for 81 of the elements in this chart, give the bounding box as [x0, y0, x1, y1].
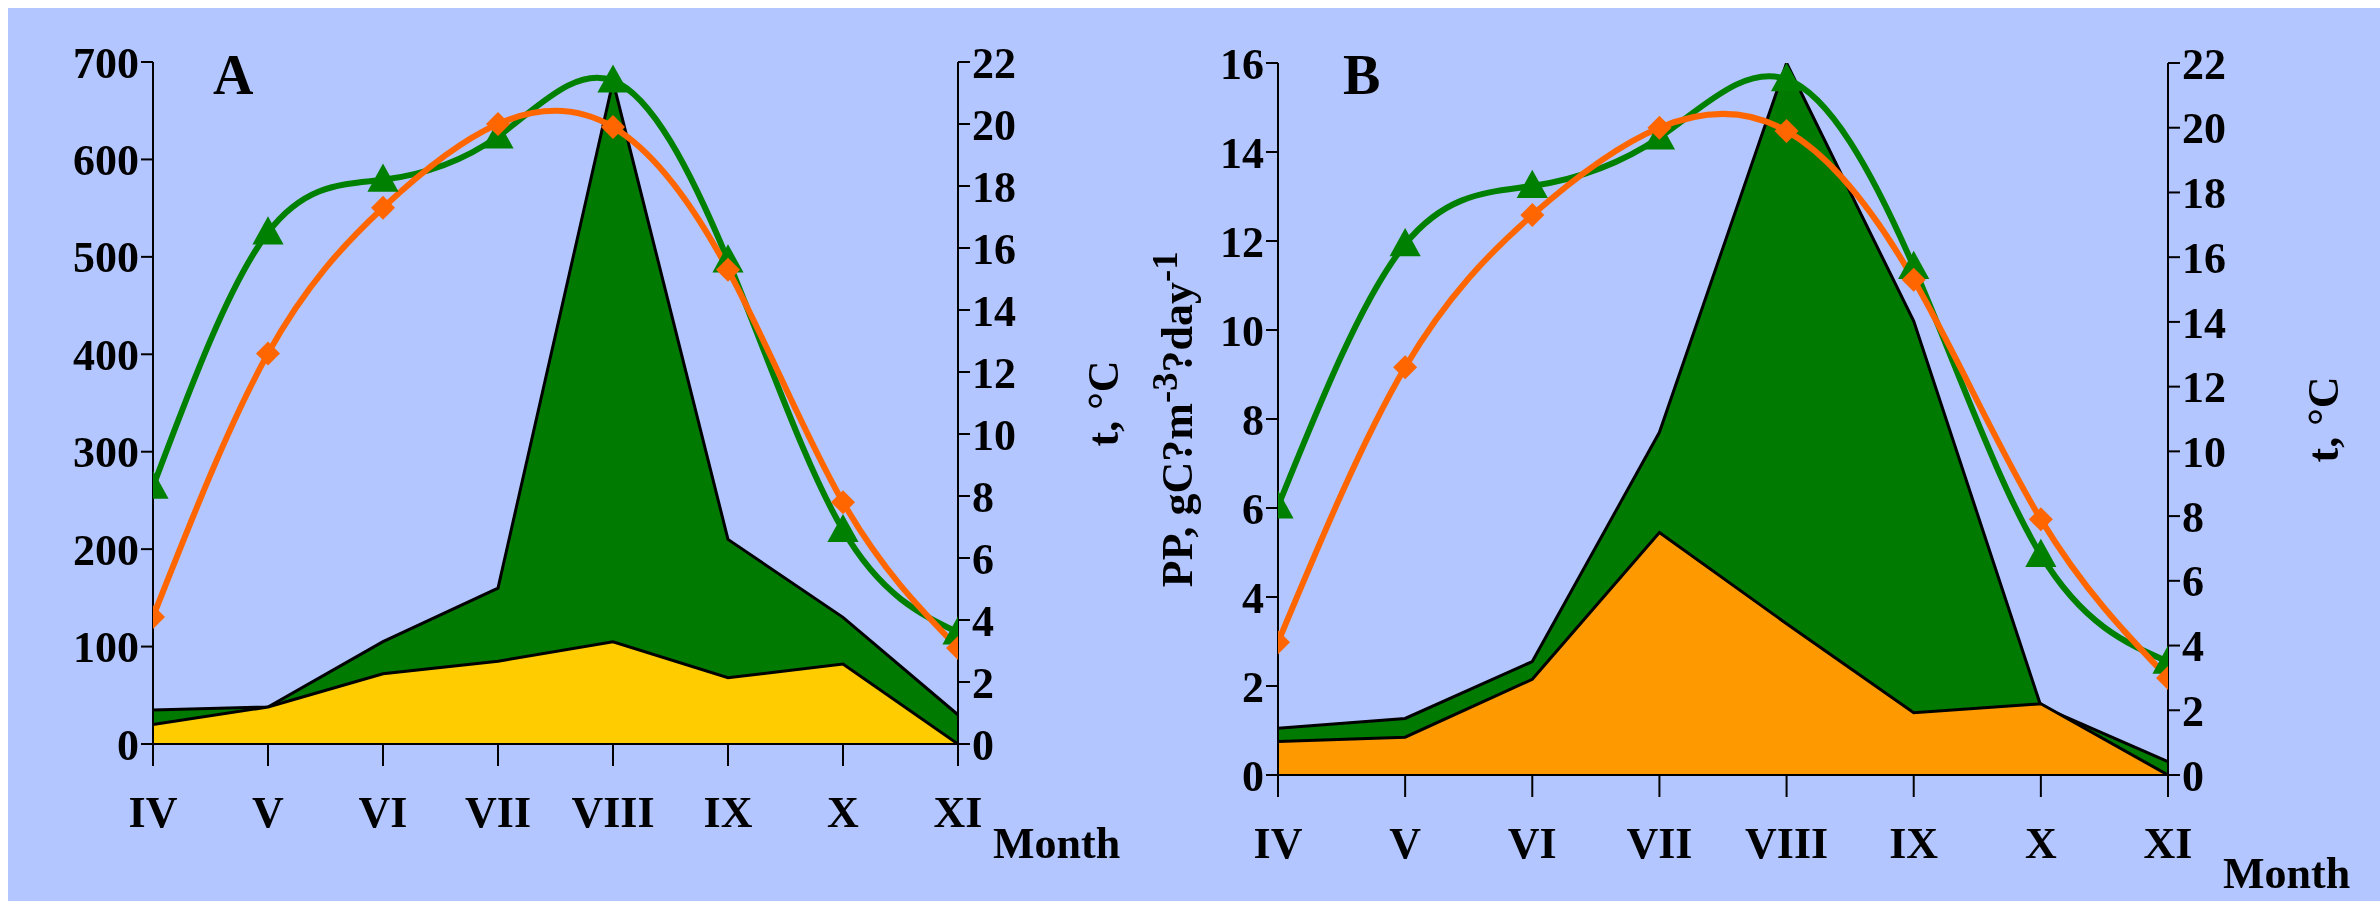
x-tick-label: XI [933, 788, 983, 838]
point [827, 513, 859, 543]
y-tick-label: 100 [73, 623, 139, 673]
x-tick-label: VI [358, 788, 408, 838]
y2-axis-title: t, °C [2297, 375, 2349, 463]
y2-tick-label: 10 [972, 410, 1016, 460]
y-tick-label: 12 [1220, 217, 1264, 267]
y2-tick-label: 8 [972, 472, 994, 522]
x-tick-label: XI [2143, 819, 2193, 869]
x-tick-label: VIII [1744, 819, 1829, 869]
y2-tick-label: 16 [2182, 233, 2226, 283]
y2-tick-label: 20 [972, 100, 1016, 150]
y2-tick-label: 22 [2182, 39, 2226, 89]
point [2025, 538, 2057, 567]
x-tick-label: IV [1253, 819, 1303, 869]
x-tick-label: X [827, 788, 860, 838]
point [256, 341, 280, 366]
x-tick-label: VII [464, 788, 532, 838]
y2-tick-label: 18 [2182, 169, 2226, 219]
y2-tick-label: 14 [2182, 298, 2226, 348]
point [367, 163, 399, 192]
y2-tick-label: 0 [2182, 751, 2204, 801]
x-tick-label: VIII [571, 788, 655, 838]
x-tick-label: V [252, 788, 285, 838]
y2-tick-label: 0 [972, 720, 994, 770]
point [1647, 115, 1672, 140]
point [252, 216, 284, 245]
point [1393, 355, 1418, 380]
y-tick-label: 2 [1242, 662, 1264, 712]
y-tick-label: 0 [1242, 751, 1264, 801]
y2-tick-label: 10 [2182, 427, 2226, 477]
point [2028, 507, 2053, 532]
y-tick-label: 500 [73, 233, 139, 283]
y-tick-label: 0 [117, 720, 139, 770]
point [601, 115, 625, 140]
y2-tick-label: 12 [2182, 363, 2226, 413]
y2-axis-title: t, °C [1077, 359, 1129, 447]
y-tick-label: 14 [1220, 128, 1264, 178]
y-tick-label: 600 [73, 136, 139, 186]
y-tick-label: 6 [1242, 484, 1264, 534]
y-tick-label: 4 [1242, 573, 1264, 623]
y2-tick-label: 8 [2182, 492, 2204, 542]
y-tick-label: 200 [73, 525, 139, 575]
y2-tick-label: 22 [972, 38, 1016, 88]
chart-title: B [1343, 43, 1381, 107]
y2-tick-label: 6 [2182, 557, 2204, 607]
point [1516, 169, 1548, 198]
y2-tick-label: 18 [972, 162, 1016, 212]
y-tick-label: 16 [1220, 39, 1264, 89]
y2-tick-label: 4 [972, 596, 994, 646]
point [1774, 118, 1799, 143]
y-tick-label: 700 [73, 38, 139, 88]
x-tick-label: X [2024, 819, 2057, 869]
y2-tick-label: 12 [972, 348, 1016, 398]
point [1901, 267, 1926, 292]
point [1389, 228, 1421, 257]
y2-tick-label: 14 [972, 286, 1016, 336]
point [831, 490, 855, 515]
y2-tick-label: 20 [2182, 104, 2226, 154]
x-axis-title: Month [993, 818, 1121, 869]
x-tick-label: IX [1889, 819, 1939, 869]
x-axis-title: Month [2223, 848, 2351, 899]
y2-tick-label: 2 [972, 658, 994, 708]
y-tick-label: 10 [1220, 306, 1264, 356]
x-tick-label: VI [1507, 819, 1557, 869]
x-tick-label: V [1389, 819, 1422, 869]
y2-tick-label: 6 [972, 534, 994, 584]
y-tick-label: 400 [73, 330, 139, 380]
chart-title: A [213, 43, 254, 107]
y2-tick-label: 2 [2182, 686, 2204, 736]
x-tick-label: VII [1626, 819, 1693, 869]
point [486, 112, 510, 136]
y-tick-label: 300 [73, 428, 139, 478]
y2-tick-label: 4 [2182, 622, 2204, 672]
point [1770, 63, 1803, 92]
y2-tick-label: 16 [972, 224, 1016, 274]
x-tick-label: IX [703, 788, 753, 838]
point [371, 195, 395, 220]
point [1520, 203, 1545, 228]
x-tick-label: IV [128, 788, 178, 838]
y-tick-label: 8 [1242, 395, 1264, 445]
